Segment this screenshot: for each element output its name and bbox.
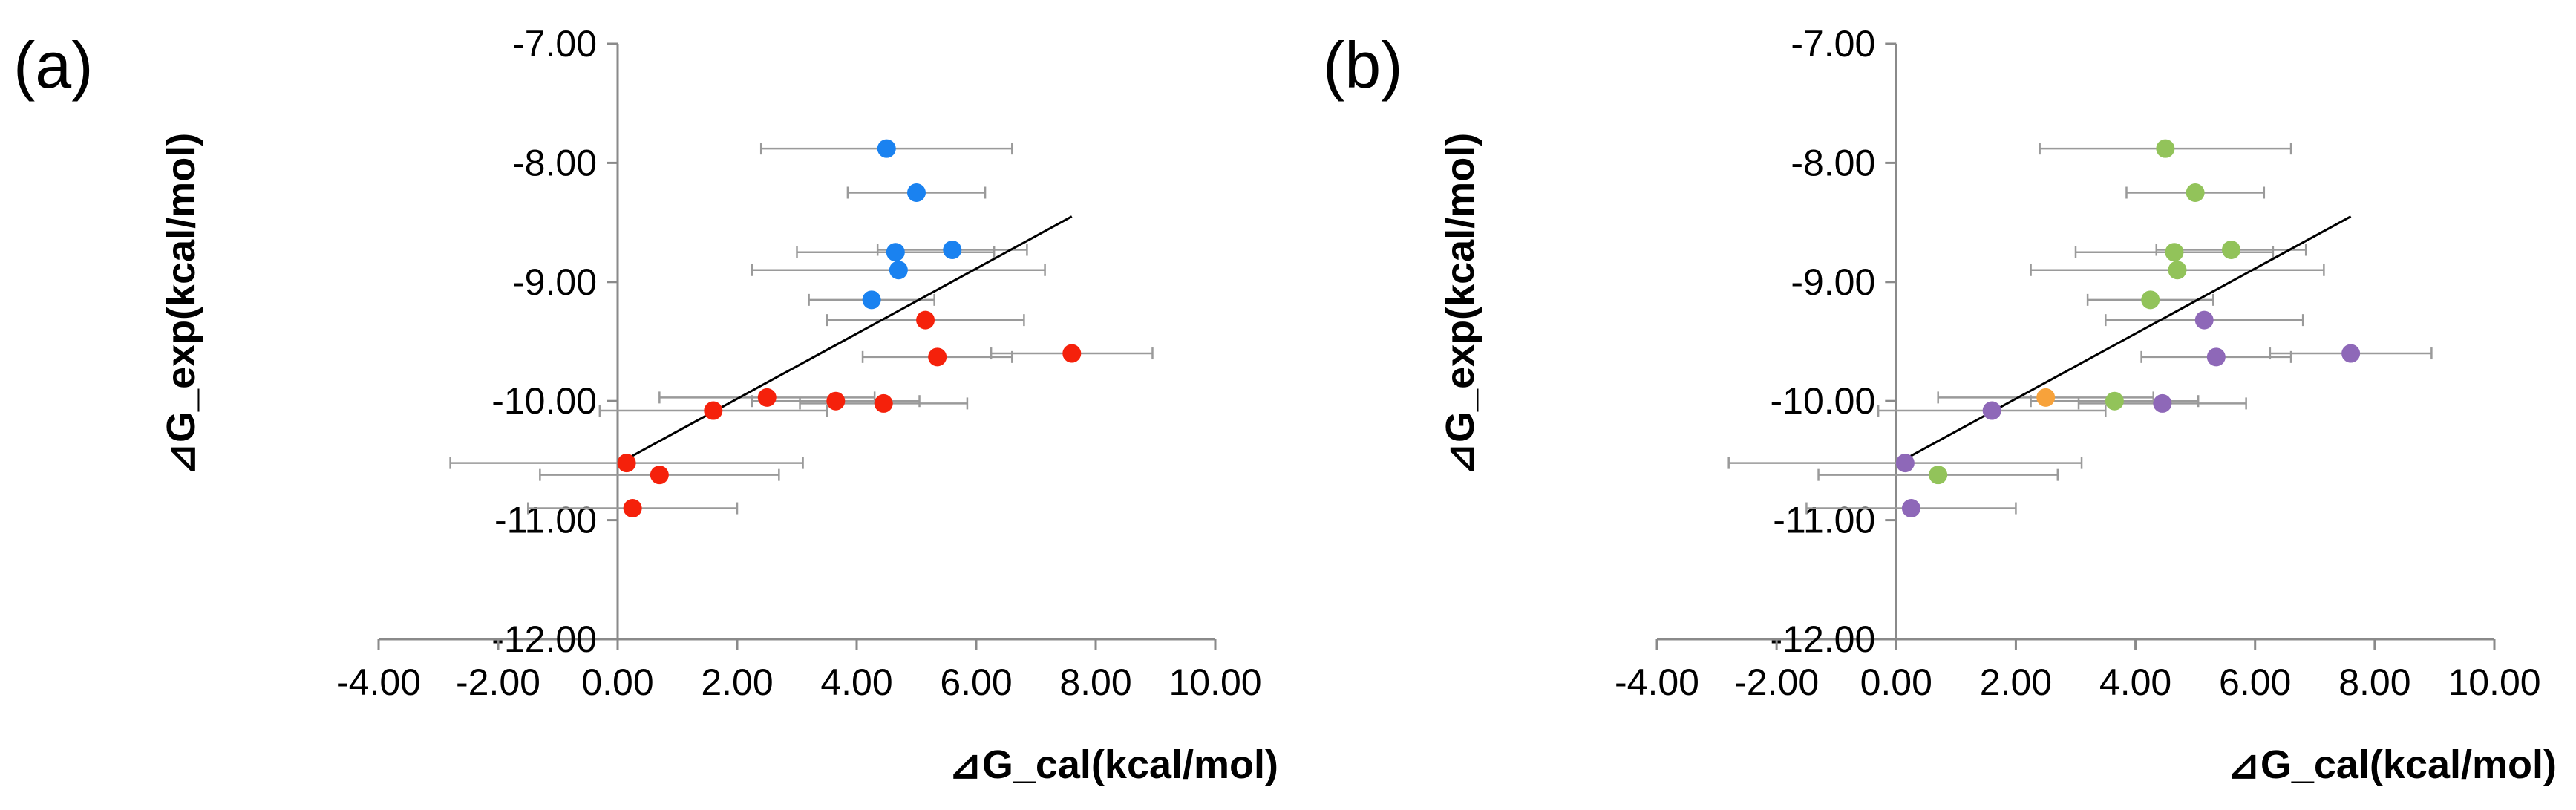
data-point-red bbox=[623, 499, 642, 518]
x-axis-title: ⊿G_cal(kcal/mol) bbox=[2227, 742, 2557, 787]
data-point-green bbox=[2168, 261, 2187, 280]
data-point-blue bbox=[907, 183, 926, 202]
data-point-red bbox=[650, 466, 669, 485]
x-tick-label: 0.00 bbox=[581, 662, 653, 703]
panel-label: (b) bbox=[1323, 28, 1403, 102]
data-point-green bbox=[2221, 240, 2240, 259]
x-tick-label: 8.00 bbox=[2338, 662, 2410, 703]
trend-line bbox=[1901, 215, 2352, 462]
data-point-red bbox=[826, 391, 846, 411]
y-tick-label: -7.00 bbox=[1791, 23, 1875, 65]
x-tick-label: -2.00 bbox=[1734, 662, 1819, 703]
data-point-purple bbox=[1895, 454, 1915, 473]
y-tick-label: -10.00 bbox=[1771, 380, 1876, 422]
y-tick-label: -12.00 bbox=[1771, 618, 1876, 660]
y-tick-label: -11.00 bbox=[1773, 500, 1875, 541]
x-tick-label: 2.00 bbox=[701, 662, 773, 703]
data-point-purple bbox=[2341, 344, 2361, 363]
data-point-red bbox=[1062, 344, 1082, 363]
data-point-green bbox=[2141, 290, 2160, 310]
x-tick-label: -2.00 bbox=[456, 662, 540, 703]
x-tick-label: 6.00 bbox=[940, 662, 1012, 703]
y-axis-title: ⊿G_exp(kcal/mol) bbox=[159, 133, 203, 476]
data-point-purple bbox=[2153, 393, 2172, 413]
x-tick-label: -4.00 bbox=[1615, 662, 1699, 703]
data-point-green bbox=[1929, 466, 1948, 485]
data-point-green bbox=[2105, 391, 2124, 411]
y-tick-label: -12.00 bbox=[491, 618, 597, 660]
data-point-orange bbox=[2036, 388, 2056, 407]
panel-label: (a) bbox=[13, 28, 94, 102]
x-tick-label: 0.00 bbox=[1860, 662, 1932, 703]
x-tick-label: 8.00 bbox=[1059, 662, 1131, 703]
x-tick-label: 4.00 bbox=[820, 662, 892, 703]
data-point-red bbox=[916, 310, 935, 330]
data-point-red bbox=[617, 454, 636, 473]
data-point-purple bbox=[2206, 347, 2226, 367]
y-tick-label: -8.00 bbox=[512, 142, 597, 183]
data-point-blue bbox=[862, 290, 881, 310]
data-point-red bbox=[874, 393, 893, 413]
data-point-blue bbox=[877, 139, 896, 158]
trend-line bbox=[623, 215, 1073, 462]
x-tick-label: 10.00 bbox=[2448, 662, 2540, 703]
data-point-green bbox=[2165, 243, 2184, 262]
x-tick-label: 4.00 bbox=[2099, 662, 2171, 703]
data-point-blue bbox=[943, 240, 962, 259]
data-point-blue bbox=[889, 261, 908, 280]
x-tick-label: 2.00 bbox=[1980, 662, 2052, 703]
x-tick-label: 10.00 bbox=[1168, 662, 1261, 703]
data-point-purple bbox=[1982, 401, 2001, 420]
data-point-red bbox=[757, 388, 777, 407]
data-point-red bbox=[928, 347, 947, 367]
panel-b: (b) -12.00 -11.00 -10.00 -9.00 -8.00 -7.00 -4.0… bbox=[1323, 23, 2557, 787]
data-point-green bbox=[2156, 139, 2175, 158]
y-tick-label: -9.00 bbox=[1791, 261, 1875, 303]
x-axis-title: ⊿G_cal(kcal/mol) bbox=[949, 742, 1278, 787]
data-point-purple bbox=[2194, 310, 2214, 330]
y-tick-label: -9.00 bbox=[512, 261, 597, 303]
x-tick-label: 6.00 bbox=[2219, 662, 2291, 703]
data-point-green bbox=[2186, 183, 2205, 202]
data-point-blue bbox=[886, 243, 905, 262]
data-point-red bbox=[704, 401, 723, 420]
y-tick-label: -11.00 bbox=[494, 500, 597, 541]
y-axis-title: ⊿G_exp(kcal/mol) bbox=[1438, 133, 1482, 476]
panel-a: (a) -12.00 -11.00 -10.00 -9.00 -8.00 -7.00 -4.0… bbox=[13, 23, 1278, 787]
data-point-purple bbox=[1901, 499, 1920, 518]
y-tick-label: -10.00 bbox=[491, 380, 597, 422]
y-tick-label: -7.00 bbox=[512, 23, 597, 65]
x-tick-label: -4.00 bbox=[336, 662, 421, 703]
y-tick-label: -8.00 bbox=[1791, 142, 1875, 183]
